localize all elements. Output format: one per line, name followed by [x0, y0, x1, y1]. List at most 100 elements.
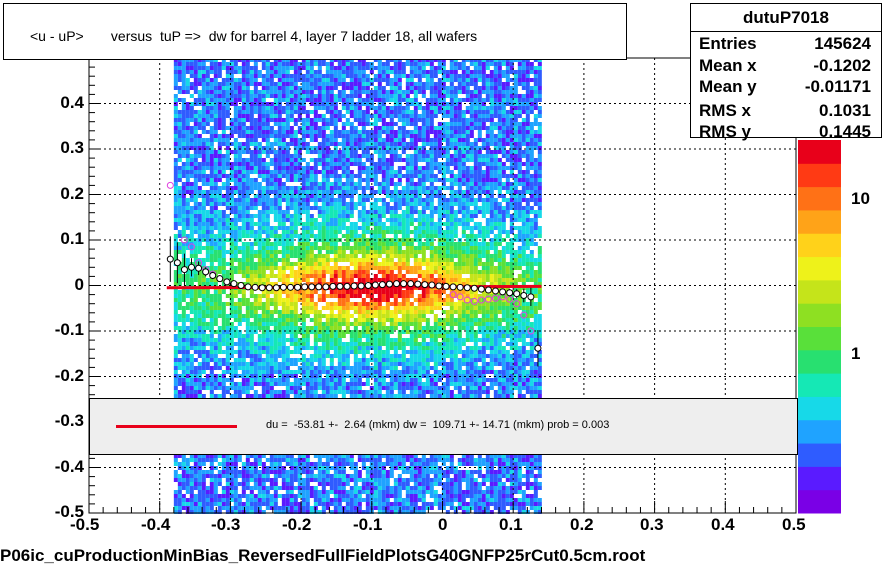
heatmap-cell: [221, 326, 226, 330]
heatmap-cell: [321, 186, 326, 190]
heatmap-cell: [177, 90, 182, 94]
heatmap-cell: [293, 162, 298, 166]
heatmap-cell: [269, 358, 274, 362]
heatmap-cell: [305, 278, 310, 282]
heatmap-cell: [333, 278, 338, 282]
heatmap-cell: [333, 318, 338, 322]
heatmap-cell: [185, 478, 190, 482]
heatmap-cell: [253, 82, 258, 86]
heatmap-cell: [357, 138, 362, 142]
heatmap-cell: [317, 78, 322, 82]
heatmap-cell: [209, 502, 214, 506]
heatmap-cell: [277, 250, 282, 254]
heatmap-cell: [193, 146, 198, 150]
heatmap-cell: [217, 378, 222, 382]
heatmap-cell: [309, 58, 314, 62]
heatmap-cell: [361, 462, 366, 466]
heatmap-cell: [173, 298, 178, 302]
heatmap-cell: [173, 202, 178, 206]
heatmap-cell: [297, 194, 302, 198]
heatmap-cell: [173, 142, 178, 146]
heatmap-cell: [321, 210, 326, 214]
heatmap-cell: [369, 250, 374, 254]
heatmap-cell: [293, 510, 298, 514]
heatmap-cell: [329, 186, 334, 190]
heatmap-cell: [233, 310, 238, 314]
heatmap-cell: [281, 394, 286, 398]
heatmap-cell: [201, 486, 206, 490]
heatmap-cell: [173, 110, 178, 114]
heatmap-cell: [333, 78, 338, 82]
heatmap-cell: [253, 230, 258, 234]
heatmap-cell: [277, 78, 282, 82]
heatmap-cell: [321, 94, 326, 98]
heatmap-cell: [185, 290, 190, 294]
heatmap-cell: [365, 82, 370, 86]
heatmap-cell: [269, 182, 274, 186]
heatmap-cell: [353, 306, 358, 310]
heatmap-cell: [305, 70, 310, 74]
heatmap-cell: [237, 214, 242, 218]
heatmap-cell: [177, 346, 182, 350]
heatmap-cell: [281, 330, 286, 334]
heatmap-cell: [253, 138, 258, 142]
heatmap-cell: [341, 122, 346, 126]
heatmap-cell: [337, 310, 342, 314]
heatmap-cell: [253, 94, 258, 98]
heatmap-cell: [297, 486, 302, 490]
heatmap-cell: [173, 382, 178, 386]
heatmap-cell: [297, 326, 302, 330]
heatmap-cell: [257, 474, 262, 478]
heatmap-cell: [281, 90, 286, 94]
heatmap-cell: [353, 498, 358, 502]
heatmap-cell: [221, 466, 226, 470]
heatmap-cell: [349, 370, 354, 374]
heatmap-cell: [269, 506, 274, 510]
heatmap-cell: [365, 346, 370, 350]
heatmap-cell: [193, 66, 198, 70]
heatmap-cell: [181, 182, 186, 186]
heatmap-cell: [365, 230, 370, 234]
heatmap-cell: [201, 262, 206, 266]
heatmap-cell: [273, 186, 278, 190]
heatmap-cell: [229, 366, 234, 370]
heatmap-cell: [337, 470, 342, 474]
heatmap-cell: [329, 230, 334, 234]
heatmap-cell: [217, 158, 222, 162]
heatmap-cell: [185, 334, 190, 338]
heatmap-cell: [281, 314, 286, 318]
heatmap-cell: [189, 142, 194, 146]
heatmap-cell: [197, 282, 202, 286]
heatmap-cell: [333, 502, 338, 506]
heatmap-cell: [329, 390, 334, 394]
heatmap-cell: [221, 274, 226, 278]
heatmap-cell: [285, 142, 290, 146]
heatmap-cell: [329, 66, 334, 70]
heatmap-cell: [341, 478, 346, 482]
heatmap-cell: [185, 142, 190, 146]
heatmap-cell: [249, 282, 254, 286]
heatmap-cell: [245, 254, 250, 258]
heatmap-cell: [225, 274, 230, 278]
heatmap-cell: [193, 458, 198, 462]
heatmap-cell: [313, 282, 318, 286]
heatmap-cell: [209, 98, 214, 102]
heatmap-cell: [209, 310, 214, 314]
heatmap-cell: [277, 298, 282, 302]
heatmap-cell: [297, 482, 302, 486]
heatmap-cell: [205, 82, 210, 86]
heatmap-cell: [349, 70, 354, 74]
heatmap-cell: [209, 510, 214, 514]
heatmap-cell: [341, 374, 346, 378]
heatmap-cell: [345, 342, 350, 346]
heatmap-cell: [245, 470, 250, 474]
heatmap-cell: [229, 202, 234, 206]
heatmap-cell: [281, 198, 286, 202]
heatmap-cell: [325, 122, 330, 126]
heatmap-cell: [285, 210, 290, 214]
heatmap-cell: [305, 146, 310, 150]
heatmap-cell: [189, 170, 194, 174]
heatmap-cell: [277, 114, 282, 118]
heatmap-cell: [221, 474, 226, 478]
heatmap-cell: [237, 354, 242, 358]
